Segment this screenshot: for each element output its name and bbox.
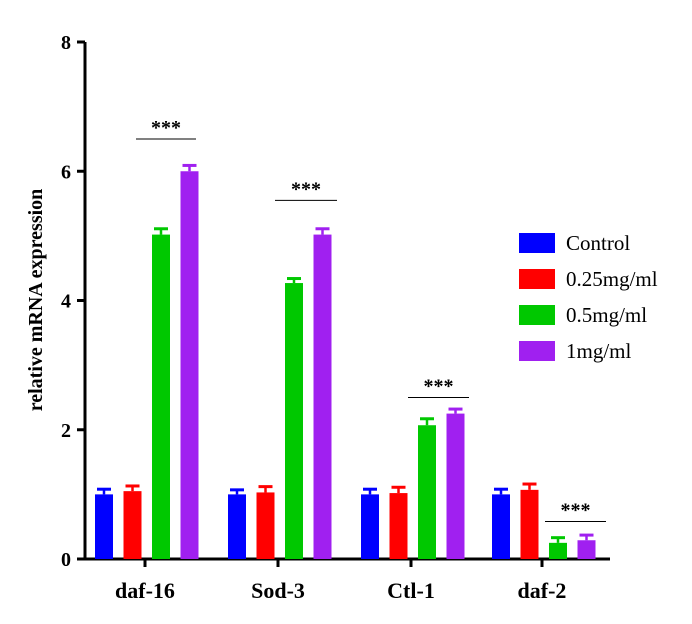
y-tick-label: 2 (61, 420, 71, 442)
y-tick-label: 6 (61, 161, 71, 183)
bar-Ctl-1-0.25mg/ml (389, 493, 408, 559)
significance-label: *** (151, 117, 181, 139)
legend-label: 0.25mg/ml (566, 267, 658, 291)
bar-daf-16-0.5mg/ml (152, 234, 170, 559)
bar-daf-2-0.5mg/ml (549, 542, 567, 559)
y-tick-label: 0 (61, 549, 71, 571)
y-axis-label: relative mRNA expression (25, 189, 47, 412)
legend-label: 1mg/ml (566, 339, 632, 363)
bar-daf-16-0.25mg/ml (123, 491, 142, 559)
bar-daf-2-1mg/ml (577, 540, 596, 559)
legend-swatch-0.25mg/ml (519, 269, 555, 289)
bar-Sod-3-Control (228, 494, 246, 559)
legend-label: 0.5mg/ml (566, 303, 647, 327)
bar-daf-16-1mg/ml (180, 171, 199, 559)
legend-label: Control (566, 231, 630, 255)
x-tick-label: daf-2 (518, 578, 567, 603)
significance-label: *** (424, 375, 454, 397)
plot-area: 0 2 4 6 8 daf-16 Sod-3 Ctl-1 daf-2 *** *** *** *** (61, 32, 610, 603)
bar-Ctl-1-1mg/ml (446, 413, 465, 559)
x-tick-label: daf-16 (115, 578, 175, 603)
y-tick-label: 8 (61, 32, 71, 54)
bar-daf-2-0.25mg/ml (520, 489, 539, 559)
significance-label: *** (561, 500, 591, 522)
bar-Ctl-1-Control (361, 494, 379, 559)
legend-swatch-0.5mg/ml (519, 305, 555, 325)
bar-daf-16-Control (95, 494, 113, 559)
significance-label: *** (291, 178, 321, 200)
y-tick-label: 4 (61, 291, 71, 313)
bar-Sod-3-1mg/ml (313, 234, 332, 559)
legend-swatch-1mg/ml (519, 341, 555, 361)
bar-Sod-3-0.5mg/ml (285, 283, 303, 559)
bar-Ctl-1-0.5mg/ml (418, 425, 436, 559)
legend-swatch-Control (519, 233, 555, 253)
bar-daf-2-Control (492, 494, 510, 559)
x-tick-label: Sod-3 (251, 578, 305, 603)
bar-Sod-3-0.25mg/ml (256, 492, 275, 559)
x-tick-label: Ctl-1 (387, 578, 435, 603)
legend: Control 0.25mg/ml 0.5mg/ml 1mg/ml (519, 231, 658, 363)
